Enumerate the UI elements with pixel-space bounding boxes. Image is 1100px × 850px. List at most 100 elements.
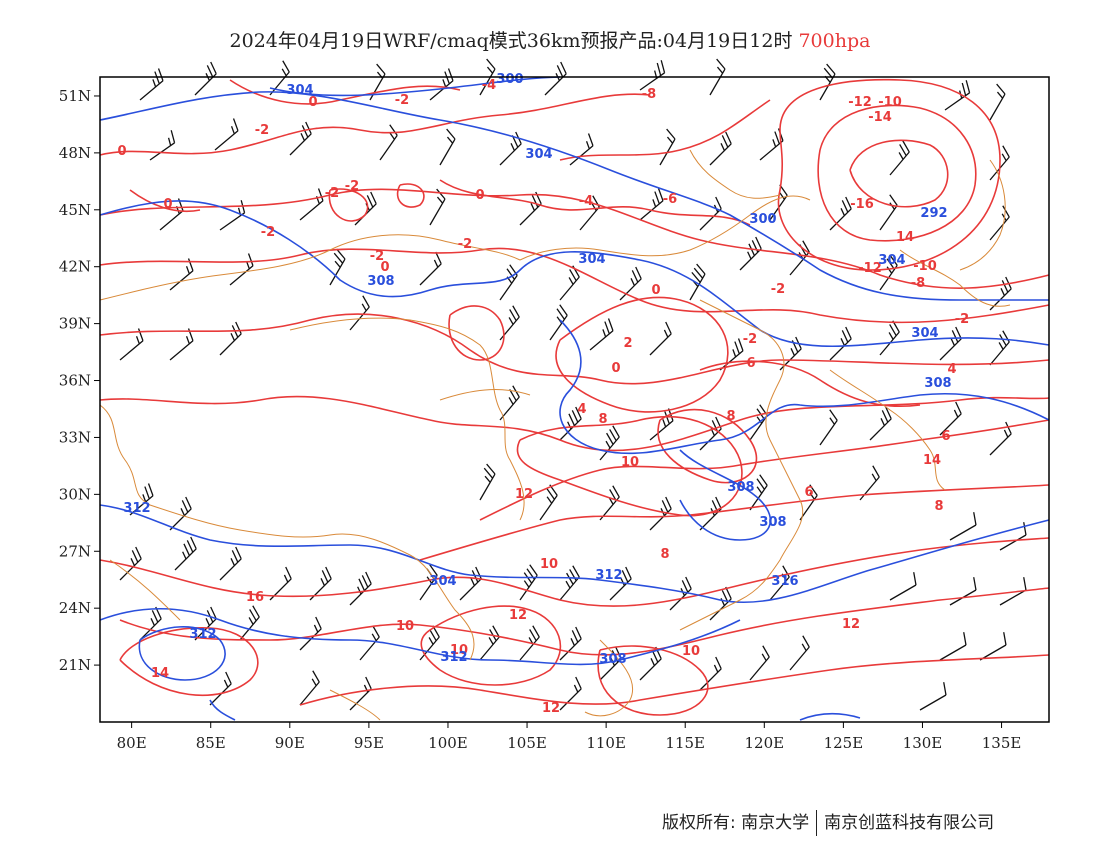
border-line xyxy=(439,389,531,401)
height-label: 308 xyxy=(599,652,626,667)
height-label: 304 xyxy=(911,326,938,341)
wind-barb xyxy=(169,496,192,531)
border-line xyxy=(829,369,946,491)
map-frame xyxy=(99,76,1050,723)
wind-barb xyxy=(499,305,520,341)
temperature-label: 0 xyxy=(163,197,172,212)
temperature-isotherm xyxy=(479,419,1050,521)
lon-label: 85E xyxy=(196,734,226,752)
geopotential-isoline xyxy=(209,699,236,721)
temperature-isotherm xyxy=(396,183,425,208)
wind-barb xyxy=(879,194,898,231)
temperature-isotherm xyxy=(849,139,949,208)
temperature-label: -2 xyxy=(743,332,757,347)
temperature-label: -2 xyxy=(370,249,384,264)
border-line xyxy=(99,404,475,661)
temperature-label: -10 xyxy=(878,95,902,110)
temperature-label: 4 xyxy=(577,402,586,417)
temperature-label: 12 xyxy=(542,701,560,716)
height-label: 312 xyxy=(595,568,622,583)
border-line xyxy=(689,149,781,199)
lon-label: 105E xyxy=(507,734,547,752)
wind-barb xyxy=(939,401,962,436)
wind-barb xyxy=(349,676,372,711)
height-label: 312 xyxy=(440,650,467,665)
geopotential-contours xyxy=(99,76,1050,721)
temperature-label: -8 xyxy=(642,87,656,102)
temperature-label: 0 xyxy=(651,283,660,298)
wind-barb xyxy=(944,80,971,111)
temperature-isotherm xyxy=(699,360,921,408)
country-borders xyxy=(99,149,1011,721)
temperature-label: 10 xyxy=(621,455,639,470)
temperature-label: -4 xyxy=(482,78,496,93)
height-label: 308 xyxy=(924,376,951,391)
temperature-label: 14 xyxy=(923,453,941,468)
lat-label: 27N xyxy=(59,542,91,560)
wind-barb xyxy=(649,496,672,531)
height-label: 312 xyxy=(123,501,150,516)
temperature-label: -2 xyxy=(955,312,969,327)
temperature-isotherm xyxy=(129,189,201,213)
wind-barb xyxy=(419,251,442,286)
geopotential-isoline xyxy=(799,712,861,721)
wind-barb xyxy=(549,304,568,341)
height-label: 312 xyxy=(189,627,216,642)
border-line xyxy=(109,559,181,621)
temperature-isotherm xyxy=(777,78,1001,271)
temperature-label: -2 xyxy=(345,179,359,194)
wind-barb xyxy=(429,68,454,101)
temperature-label: -8 xyxy=(911,276,925,291)
wind-barb xyxy=(229,253,254,286)
temperature-label: 14 xyxy=(151,666,169,681)
wind-barb xyxy=(559,565,580,601)
border-line xyxy=(584,639,634,717)
wind-barb xyxy=(989,83,1006,121)
wind-barb xyxy=(709,58,726,96)
wind-barb xyxy=(699,416,722,451)
wind-barb xyxy=(459,566,482,601)
wind-barb xyxy=(719,338,744,371)
lat-label: 45N xyxy=(59,201,91,219)
border-line xyxy=(289,317,525,521)
temperature-isotherm xyxy=(99,537,1050,607)
footer-divider xyxy=(816,810,818,836)
wind-barb xyxy=(949,577,977,606)
wind-barb xyxy=(699,656,722,691)
geopotential-isoline xyxy=(559,319,1050,455)
temperature-isotherm xyxy=(597,645,709,716)
lon-label: 125E xyxy=(824,734,864,752)
wind-barb xyxy=(649,408,674,441)
wind-barb xyxy=(169,328,194,361)
lat-label: 30N xyxy=(59,485,91,503)
temperature-label: 4 xyxy=(947,362,956,377)
wind-barb xyxy=(639,60,666,91)
lon-label: 120E xyxy=(745,734,785,752)
temperature-label: 10 xyxy=(450,643,468,658)
temperature-isotherm xyxy=(99,395,1050,452)
axis-ticks: 80E 85E 90E 95E 100E 105E 110E 115E 120E 125E 130E… xyxy=(59,87,1022,752)
wind-barb xyxy=(269,566,292,601)
wind-barb xyxy=(519,564,538,601)
lat-label: 24N xyxy=(59,599,91,617)
temperature-isotherm xyxy=(99,188,1050,289)
border-line xyxy=(329,689,381,721)
wind-barb xyxy=(609,566,632,601)
geopotential-isoline xyxy=(679,449,772,541)
geopotential-isoline xyxy=(138,626,226,681)
temperature-label: -2 xyxy=(255,123,269,138)
temperature-isotherm xyxy=(419,484,1050,561)
wind-barb xyxy=(949,512,977,541)
wind-barb xyxy=(544,61,567,96)
wind-barb xyxy=(219,321,242,356)
lon-label: 110E xyxy=(586,734,626,752)
wind-barb xyxy=(999,522,1027,551)
height-label: 304 xyxy=(525,147,552,162)
temperature-contours xyxy=(99,78,1050,716)
wind-barb xyxy=(329,248,346,286)
wind-barb xyxy=(139,68,164,101)
lon-label: 115E xyxy=(665,734,705,752)
wind-barb xyxy=(219,546,242,581)
wind-barb xyxy=(349,571,372,606)
